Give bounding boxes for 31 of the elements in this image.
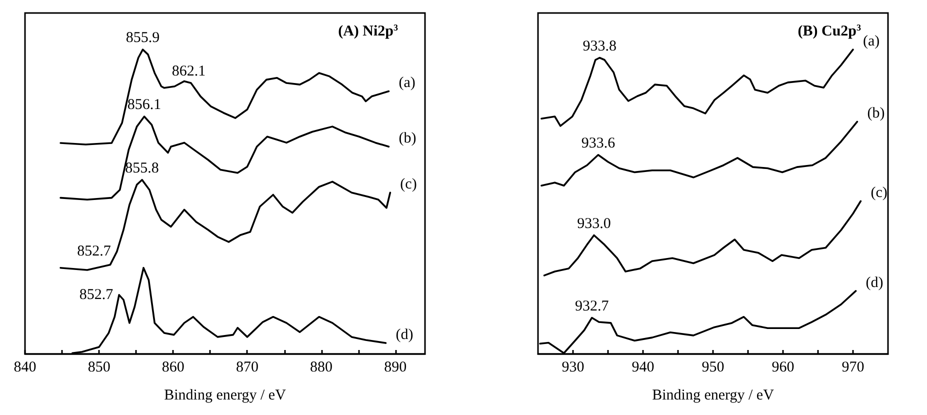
annotation: 852.7 <box>77 244 112 260</box>
annotation: 933.6 <box>581 135 616 152</box>
x-tick-label: 890 <box>384 360 407 376</box>
series-label: (c) <box>870 185 888 202</box>
x-tick-label: 840 <box>14 360 36 376</box>
x-tick-label: 950 <box>702 360 724 376</box>
annotation: 932.7 <box>575 298 610 314</box>
x-axis-title: Binding energy / eV <box>652 388 774 404</box>
series-label: (a) <box>398 75 416 92</box>
x-tick-label: 870 <box>236 360 258 376</box>
annotation: 933.8 <box>582 38 616 54</box>
annotation: 852.7 <box>79 286 114 303</box>
x-tick-label: 850 <box>88 360 110 376</box>
annotation: 856.1 <box>127 97 162 114</box>
series-label: (d) <box>866 274 884 291</box>
x-axis-title: Binding energy / eV <box>164 388 286 404</box>
series-label: (b) <box>867 106 885 122</box>
x-tick-label: 940 <box>632 360 654 376</box>
x-tick-label: 880 <box>310 360 333 376</box>
x-tick-label: 960 <box>772 360 794 376</box>
annotation: 862.1 <box>172 64 206 80</box>
series-label: (c) <box>400 176 417 193</box>
series-label: (b) <box>398 130 416 147</box>
annotation: 933.0 <box>577 216 611 232</box>
series-label: (a) <box>863 34 880 50</box>
x-tick-label: 930 <box>562 360 584 376</box>
series-label: (d) <box>396 327 414 344</box>
x-tick-label: 860 <box>162 360 184 376</box>
annotation: 855.8 <box>125 160 159 176</box>
x-tick-label: 970 <box>842 360 864 376</box>
annotation: 855.9 <box>126 30 160 46</box>
